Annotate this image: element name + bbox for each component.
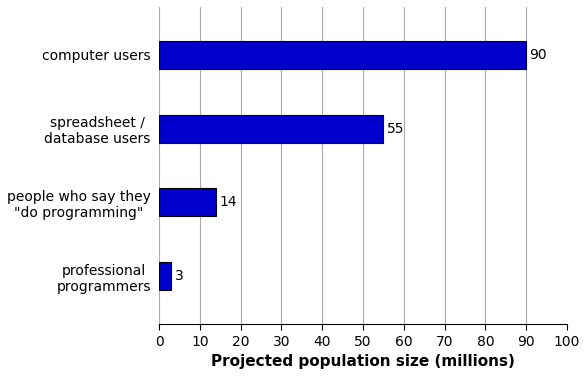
Text: 90: 90 — [529, 48, 547, 62]
Bar — [159, 41, 526, 69]
X-axis label: Projected population size (millions): Projected population size (millions) — [211, 354, 515, 369]
Text: 55: 55 — [387, 122, 404, 136]
Bar — [159, 188, 216, 217]
Text: 14: 14 — [220, 196, 237, 209]
Bar — [159, 115, 383, 143]
Text: 3: 3 — [175, 269, 183, 283]
Bar — [159, 262, 171, 290]
